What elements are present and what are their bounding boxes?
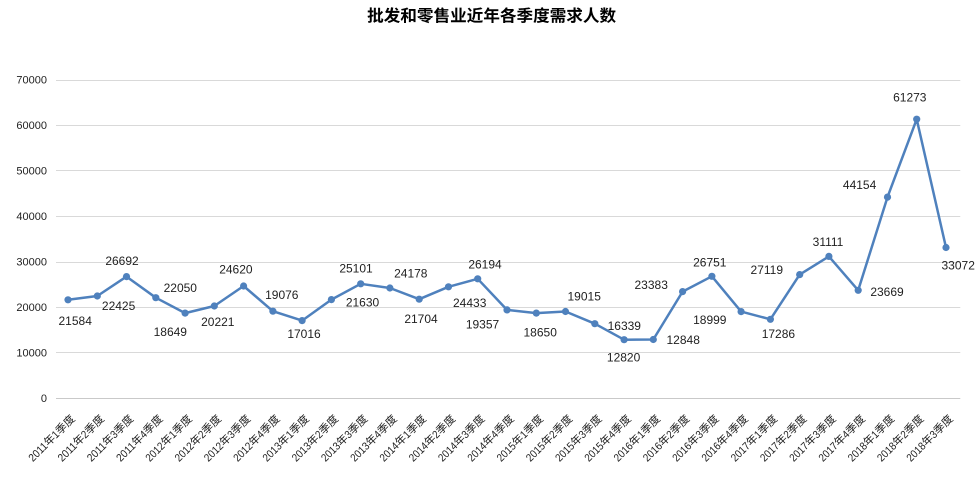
svg-text:61273: 61273	[893, 90, 927, 104]
svg-text:21584: 21584	[59, 314, 93, 328]
svg-text:16339: 16339	[608, 319, 642, 333]
svg-text:17016: 17016	[287, 327, 321, 341]
svg-text:19076: 19076	[265, 288, 299, 302]
svg-text:25101: 25101	[339, 262, 373, 276]
svg-text:50000: 50000	[16, 165, 47, 177]
svg-text:22425: 22425	[102, 299, 136, 313]
svg-text:26692: 26692	[105, 254, 139, 268]
svg-text:19015: 19015	[568, 290, 602, 304]
svg-text:24178: 24178	[394, 267, 428, 281]
svg-text:24433: 24433	[453, 296, 487, 310]
svg-text:18649: 18649	[154, 325, 188, 339]
svg-text:21630: 21630	[346, 296, 380, 310]
svg-text:0: 0	[41, 393, 47, 405]
svg-text:23383: 23383	[635, 278, 669, 292]
svg-text:18650: 18650	[524, 326, 558, 340]
svg-text:60000: 60000	[16, 120, 47, 132]
svg-text:22050: 22050	[164, 281, 198, 295]
svg-text:44154: 44154	[843, 178, 877, 192]
svg-text:26751: 26751	[693, 256, 727, 270]
svg-text:27119: 27119	[751, 263, 784, 277]
svg-text:10000: 10000	[16, 347, 47, 359]
svg-text:20000: 20000	[16, 302, 47, 314]
svg-text:23669: 23669	[870, 285, 904, 299]
svg-text:70000: 70000	[16, 74, 47, 86]
svg-text:40000: 40000	[16, 211, 47, 223]
svg-text:20221: 20221	[201, 315, 235, 329]
svg-text:30000: 30000	[16, 256, 47, 268]
svg-text:26194: 26194	[468, 258, 502, 272]
svg-text:33072: 33072	[942, 259, 976, 273]
svg-text:18999: 18999	[693, 313, 727, 327]
svg-text:24620: 24620	[219, 263, 253, 277]
svg-text:31111: 31111	[813, 235, 844, 249]
svg-text:12820: 12820	[607, 351, 641, 365]
svg-text:17286: 17286	[762, 327, 796, 341]
svg-text:19357: 19357	[466, 318, 500, 332]
svg-text:21704: 21704	[404, 312, 438, 326]
svg-text:12848: 12848	[667, 333, 701, 347]
